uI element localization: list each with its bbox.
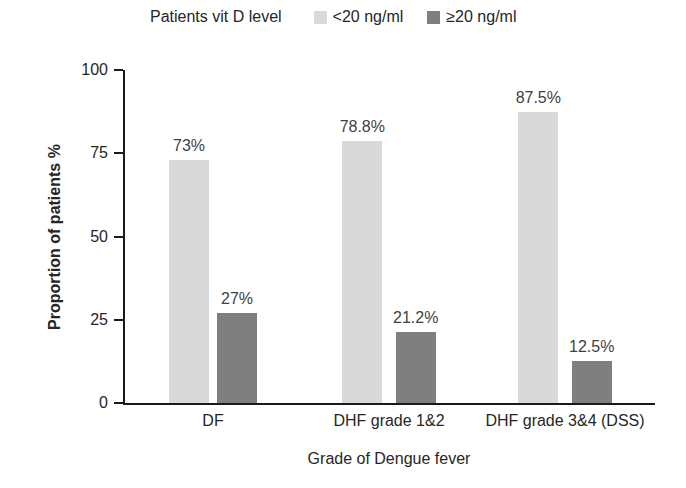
legend-swatch-gte20-icon [427,11,440,24]
bar-chart: Patients vit D level <20 ng/ml ≥20 ng/ml… [0,0,686,488]
y-tick-mark [114,319,123,321]
x-category-labels: DFDHF grade 1&2DHF grade 3&4 (DSS) [125,412,653,430]
bar-value-label: 21.2% [393,309,438,327]
legend-label-gte20: ≥20 ng/ml [446,8,516,26]
y-tick-mark [114,402,123,404]
category-label: DHF grade 1&2 [301,412,477,430]
bar-value-label: 27% [221,290,253,308]
bar-column: 27% [217,290,257,403]
bar-value-label: 73% [173,137,205,155]
bars-layer: 73% 27% 78.8% 21.2% 87.5% 12.5% [125,70,653,403]
bar-gte20 [217,313,257,403]
bar-column: 21.2% [393,309,438,403]
bar-group: 78.8% 21.2% [301,70,477,403]
bar-lt20 [518,112,558,403]
y-tick-label: 50 [40,228,108,246]
bar-lt20 [342,141,382,403]
y-tick-label: 0 [40,394,108,412]
y-tick-label: 100 [40,61,108,79]
y-tick-mark [114,236,123,238]
bar-lt20 [169,160,209,403]
legend-item-lt20: <20 ng/ml [314,8,404,26]
legend-swatch-lt20-icon [314,11,327,24]
bar-column: 87.5% [516,89,561,403]
bar-column: 73% [169,137,209,403]
legend: Patients vit D level <20 ng/ml ≥20 ng/ml [150,8,516,26]
bar-gte20 [572,361,612,403]
y-tick-label: 25 [40,311,108,329]
bar-group: 73% 27% [125,70,301,403]
bar-group: 87.5% 12.5% [477,70,653,403]
legend-label-lt20: <20 ng/ml [333,8,404,26]
bar-column: 78.8% [340,118,385,403]
category-label: DF [125,412,301,430]
legend-item-gte20: ≥20 ng/ml [427,8,516,26]
bar-gte20 [396,332,436,403]
bar-value-label: 12.5% [569,338,614,356]
bar-value-label: 87.5% [516,89,561,107]
x-axis-line [123,403,655,405]
y-tick-mark [114,152,123,154]
x-axis-title: Grade of Dengue fever [125,450,653,468]
y-tick-mark [114,69,123,71]
y-tick-label: 75 [40,144,108,162]
category-label: DHF grade 3&4 (DSS) [477,412,653,430]
bar-value-label: 78.8% [340,118,385,136]
bar-column: 12.5% [569,338,614,403]
legend-title: Patients vit D level [150,8,282,26]
